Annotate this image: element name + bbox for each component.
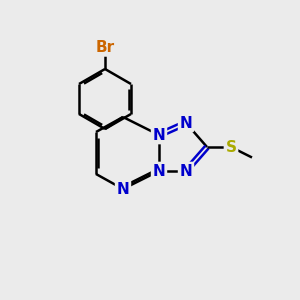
Text: S: S [226, 140, 236, 154]
Text: N: N [153, 128, 165, 142]
Text: Br: Br [95, 40, 115, 55]
Text: N: N [117, 182, 129, 196]
Text: N: N [180, 116, 192, 130]
Text: N: N [180, 164, 192, 178]
Text: N: N [153, 164, 165, 178]
